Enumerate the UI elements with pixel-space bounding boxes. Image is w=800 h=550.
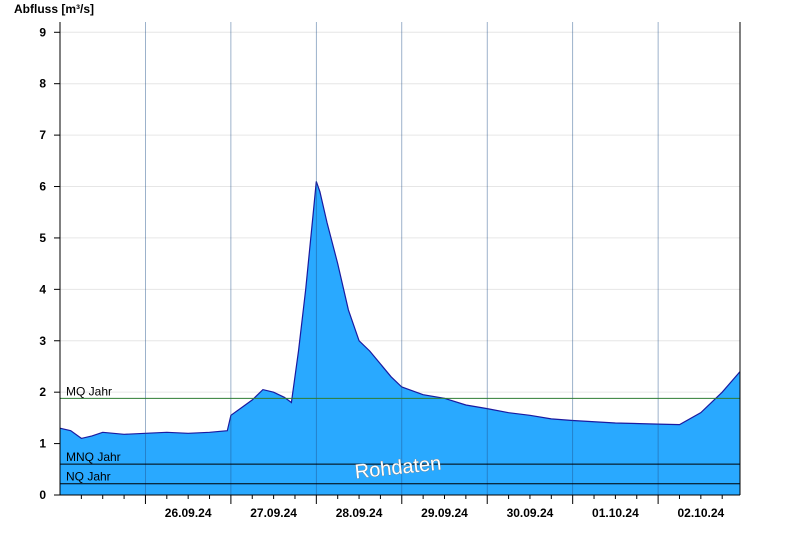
reference-lines: MQ Jahr MNQ Jahr NQ Jahr — [60, 384, 740, 485]
y-tick-label: 6 — [39, 180, 46, 194]
series-line — [59, 181, 741, 440]
series-area — [60, 181, 740, 495]
x-tick-label: 27.09.24 — [250, 506, 297, 520]
x-tick-label: 26.09.24 — [165, 506, 212, 520]
x-tick-label: 02.10.24 — [677, 506, 724, 520]
x-tick-labels: 26.09.24 27.09.24 28.09.24 29.09.24 30.09.24… — [165, 506, 725, 520]
y-tick-label: 5 — [39, 231, 46, 245]
y-tick-label: 1 — [39, 437, 46, 451]
reference-line-label: MNQ Jahr — [66, 450, 121, 464]
day-separator-lines — [145, 22, 659, 495]
y-tick-label: 3 — [39, 334, 46, 348]
y-tick-label: 9 — [39, 25, 46, 39]
x-tick-label: 30.09.24 — [507, 506, 554, 520]
grid-lines — [60, 31, 740, 445]
y-tick-labels: 0 1 2 3 4 5 6 7 8 9 — [39, 25, 46, 502]
reference-line-label: MQ Jahr — [66, 384, 112, 398]
reference-line-label: NQ Jahr — [66, 470, 111, 484]
axes — [54, 22, 741, 504]
y-tick-label: 4 — [39, 282, 46, 296]
x-tick-label: 28.09.24 — [336, 506, 383, 520]
y-tick-label: 0 — [39, 488, 46, 502]
series-layer — [59, 181, 741, 495]
x-tick-label: 01.10.24 — [592, 506, 639, 520]
x-tick-label: 29.09.24 — [421, 506, 468, 520]
y-tick-label: 8 — [39, 77, 46, 91]
y-tick-label: 7 — [39, 128, 46, 142]
y-axis-label: Abfluss [m³/s] — [14, 2, 94, 16]
y-tick-label: 2 — [39, 385, 46, 399]
